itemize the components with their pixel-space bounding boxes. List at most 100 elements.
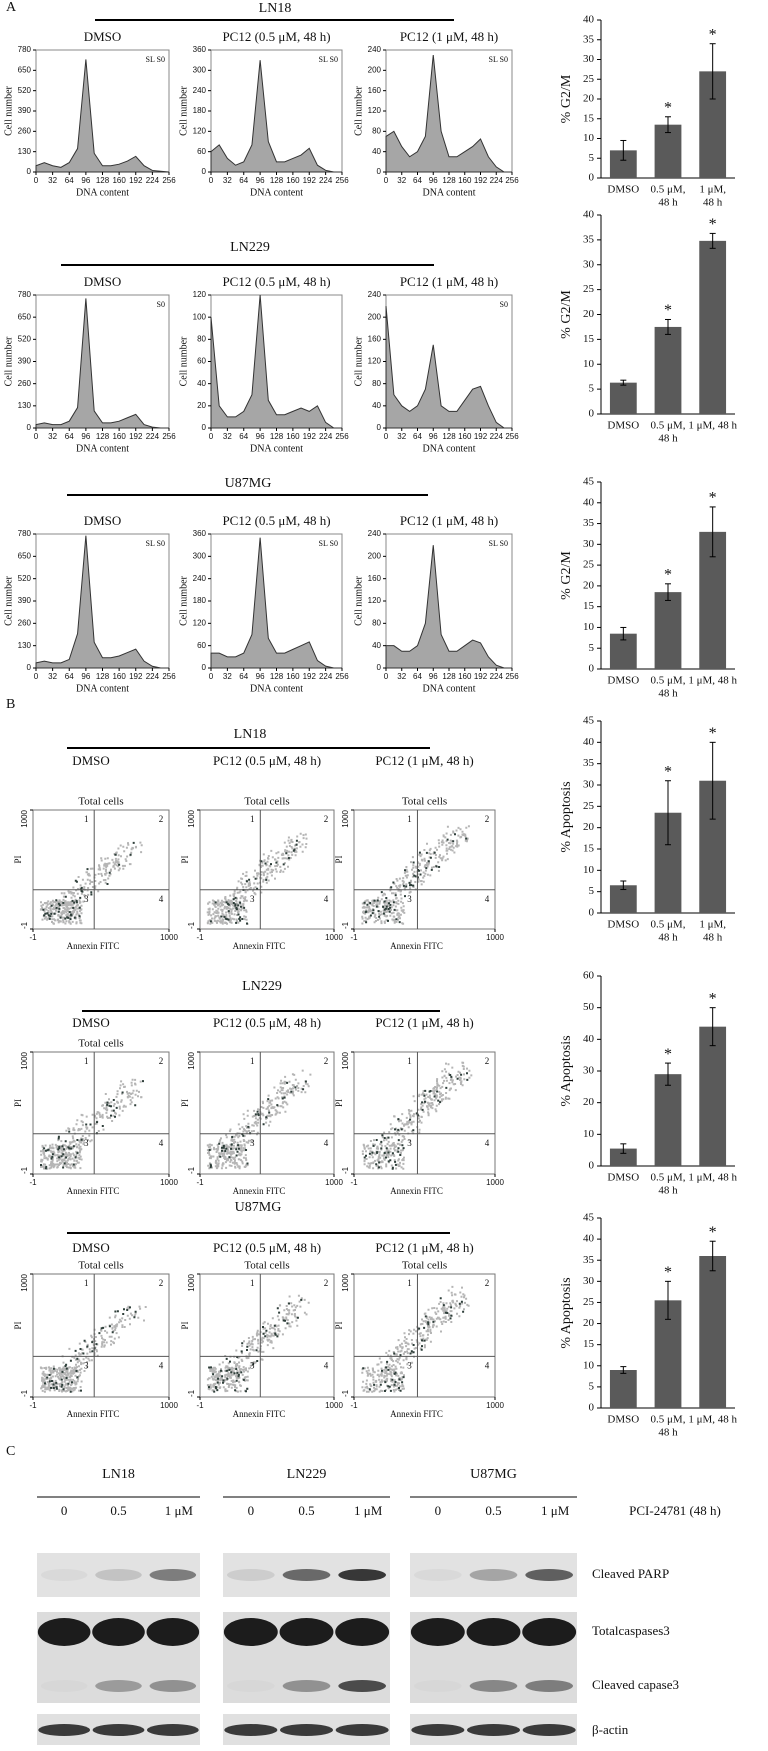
x-tick-label: 0 bbox=[34, 176, 39, 185]
dose-label: 1 μM bbox=[354, 1503, 383, 1518]
x-tick-label: 32 bbox=[223, 176, 232, 185]
x-tick-label: 256 bbox=[162, 672, 176, 681]
x-axis-label: Annexin FITC bbox=[233, 1186, 286, 1196]
x-tick-label: 32 bbox=[48, 672, 57, 681]
x-tick-label: 224 bbox=[146, 176, 160, 185]
significance: * bbox=[664, 566, 672, 583]
y-tick-label: 160 bbox=[368, 574, 382, 583]
blot-band bbox=[525, 1569, 574, 1581]
y-axis-label: PI bbox=[13, 1099, 23, 1107]
plot-subtitle: Total cells bbox=[78, 796, 123, 808]
bar bbox=[609, 1148, 637, 1166]
plot-title: DMSO bbox=[72, 1015, 110, 1030]
dose-label: 0.5 bbox=[485, 1503, 501, 1518]
plot-title: PC12 (1 μM, 48 h) bbox=[375, 1240, 473, 1255]
dose-label: 1 μM bbox=[165, 1503, 194, 1518]
y-axis-label: PI bbox=[13, 855, 23, 863]
y-tick-label: 300 bbox=[193, 65, 207, 74]
y-tick-label: 30 bbox=[583, 258, 595, 270]
x-tick-label: 128 bbox=[270, 432, 284, 441]
x-tick-label: 192 bbox=[303, 672, 317, 681]
histogram-area bbox=[385, 55, 512, 173]
blot-band bbox=[92, 1618, 145, 1646]
x-tick-label: 1000 bbox=[486, 933, 504, 942]
quadrant-label: 3 bbox=[407, 894, 412, 904]
x-tick-label: 0.5 μM, bbox=[651, 919, 686, 931]
x-tick-label: 192 bbox=[474, 432, 488, 441]
x-tick-label: 224 bbox=[490, 432, 504, 441]
dose-label: 0.5 bbox=[110, 1503, 126, 1518]
x-tick-label: DMSO bbox=[607, 1414, 639, 1426]
event-cloud bbox=[361, 1061, 473, 1170]
blot-band bbox=[40, 1680, 88, 1692]
x-tick-label: -1 bbox=[196, 1178, 204, 1187]
y-tick-label: 20 bbox=[583, 579, 595, 591]
blot-band bbox=[279, 1618, 334, 1646]
bar bbox=[699, 240, 727, 414]
x-tick-label: 224 bbox=[319, 176, 333, 185]
event-cloud bbox=[361, 1285, 470, 1393]
plot-title: PC12 (1 μM, 48 h) bbox=[400, 29, 498, 44]
y-tick-label: 1000 bbox=[341, 1273, 350, 1291]
blot-band bbox=[146, 1724, 199, 1736]
y-axis-label: PI bbox=[334, 855, 344, 863]
x-axis-label: Annexin FITC bbox=[390, 1186, 443, 1196]
x-tick-label: 48 h bbox=[658, 433, 678, 445]
x-tick-label: 0 bbox=[384, 672, 389, 681]
bar bbox=[609, 382, 637, 414]
significance: * bbox=[709, 26, 717, 43]
x-tick-label: 160 bbox=[286, 432, 300, 441]
significance: * bbox=[664, 1264, 672, 1281]
y-tick-label: 240 bbox=[368, 290, 382, 299]
y-tick-label: -1 bbox=[187, 921, 196, 929]
quadrant-label: 1 bbox=[250, 1278, 255, 1288]
x-tick-label: 224 bbox=[146, 672, 160, 681]
histogram-area bbox=[385, 545, 512, 669]
y-tick-label: 15 bbox=[583, 333, 595, 345]
y-axis-label: Cell number bbox=[353, 85, 364, 135]
y-tick-label: 1000 bbox=[187, 809, 196, 827]
x-tick-label: 224 bbox=[490, 672, 504, 681]
y-tick-label: 35 bbox=[583, 33, 595, 45]
plot-annotation: SL S0 bbox=[146, 539, 166, 548]
y-tick-label: 25 bbox=[583, 73, 595, 85]
quadrant-label: 3 bbox=[84, 1360, 89, 1370]
treatment-label: PCI-24781 (48 h) bbox=[629, 1503, 721, 1518]
quadrant-label: 1 bbox=[250, 1056, 255, 1066]
x-axis-label: Annexin FITC bbox=[233, 1409, 286, 1419]
x-tick-label: 0 bbox=[209, 432, 214, 441]
y-tick-label: 50 bbox=[583, 1001, 595, 1013]
x-tick-label: 96 bbox=[81, 432, 90, 441]
plot-subtitle: Total cells bbox=[78, 1260, 123, 1272]
x-axis-label: Annexin FITC bbox=[67, 1409, 120, 1419]
y-tick-label: 240 bbox=[368, 529, 382, 538]
x-tick-label: 0 bbox=[34, 432, 39, 441]
y-axis-label: Cell number bbox=[3, 575, 14, 625]
blot-band bbox=[95, 1569, 142, 1581]
x-tick-label: 128 bbox=[270, 176, 284, 185]
plot-frame bbox=[353, 1051, 496, 1175]
y-tick-label: 0 bbox=[589, 907, 595, 919]
y-tick-label: 100 bbox=[193, 312, 207, 321]
plot-annotation: SL S0 bbox=[146, 55, 166, 64]
plot-title: PC12 (0.5 μM, 48 h) bbox=[222, 513, 330, 528]
x-tick-label: 64 bbox=[239, 176, 248, 185]
quadrant-label: 2 bbox=[159, 1278, 164, 1288]
x-tick-label: 256 bbox=[505, 672, 519, 681]
y-tick-label: 0 bbox=[27, 167, 32, 176]
blot-band bbox=[413, 1569, 462, 1581]
y-tick-label: 20 bbox=[583, 1317, 595, 1329]
x-tick-label: 32 bbox=[397, 432, 406, 441]
y-axis-label: % Apoptosis bbox=[559, 1277, 574, 1348]
plot-annotation: SL S0 bbox=[319, 539, 339, 548]
y-tick-label: 520 bbox=[18, 334, 32, 343]
x-axis-label: DNA content bbox=[76, 683, 129, 694]
quadrant-label: 3 bbox=[250, 894, 255, 904]
y-tick-label: 15 bbox=[583, 112, 595, 124]
y-tick-label: 0 bbox=[589, 172, 595, 184]
blot-band bbox=[335, 1618, 390, 1646]
y-tick-label: 20 bbox=[583, 1096, 595, 1108]
blot-band bbox=[522, 1724, 576, 1736]
x-tick-label: 256 bbox=[335, 672, 349, 681]
y-tick-label: 40 bbox=[372, 641, 381, 650]
